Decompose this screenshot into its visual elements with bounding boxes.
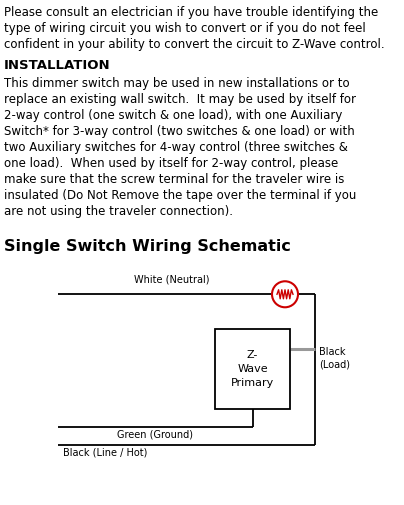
Text: one load).  When used by itself for 2-way control, please: one load). When used by itself for 2-way…: [4, 157, 338, 170]
Text: This dimmer switch may be used in new installations or to: This dimmer switch may be used in new in…: [4, 77, 349, 90]
Text: confident in your ability to convert the circuit to Z-Wave control.: confident in your ability to convert the…: [4, 38, 385, 51]
Text: Please consult an electrician if you have trouble identifying the: Please consult an electrician if you hav…: [4, 6, 378, 19]
Text: replace an existing wall switch.  It may be used by itself for: replace an existing wall switch. It may …: [4, 93, 356, 106]
Text: Switch* for 3-way control (two switches & one load) or with: Switch* for 3-way control (two switches …: [4, 125, 355, 138]
Text: make sure that the screw terminal for the traveler wire is: make sure that the screw terminal for th…: [4, 173, 344, 186]
Text: Single Switch Wiring Schematic: Single Switch Wiring Schematic: [4, 239, 291, 254]
Text: INSTALLATION: INSTALLATION: [4, 59, 111, 72]
Text: 2-way control (one switch & one load), with one Auxiliary: 2-way control (one switch & one load), w…: [4, 109, 342, 122]
Text: two Auxiliary switches for 4-way control (three switches &: two Auxiliary switches for 4-way control…: [4, 141, 348, 154]
Text: insulated (Do Not Remove the tape over the terminal if you: insulated (Do Not Remove the tape over t…: [4, 189, 356, 202]
Text: Black (Line / Hot): Black (Line / Hot): [63, 447, 147, 458]
Text: Z-
Wave
Primary: Z- Wave Primary: [231, 350, 274, 388]
Text: type of wiring circuit you wish to convert or if you do not feel: type of wiring circuit you wish to conve…: [4, 22, 366, 35]
Text: White (Neutral): White (Neutral): [134, 274, 209, 284]
Text: Black
(Load): Black (Load): [319, 347, 350, 370]
Text: Green (Ground): Green (Ground): [117, 429, 193, 439]
Text: are not using the traveler connection).: are not using the traveler connection).: [4, 205, 233, 218]
Bar: [215, 329, 290, 409]
